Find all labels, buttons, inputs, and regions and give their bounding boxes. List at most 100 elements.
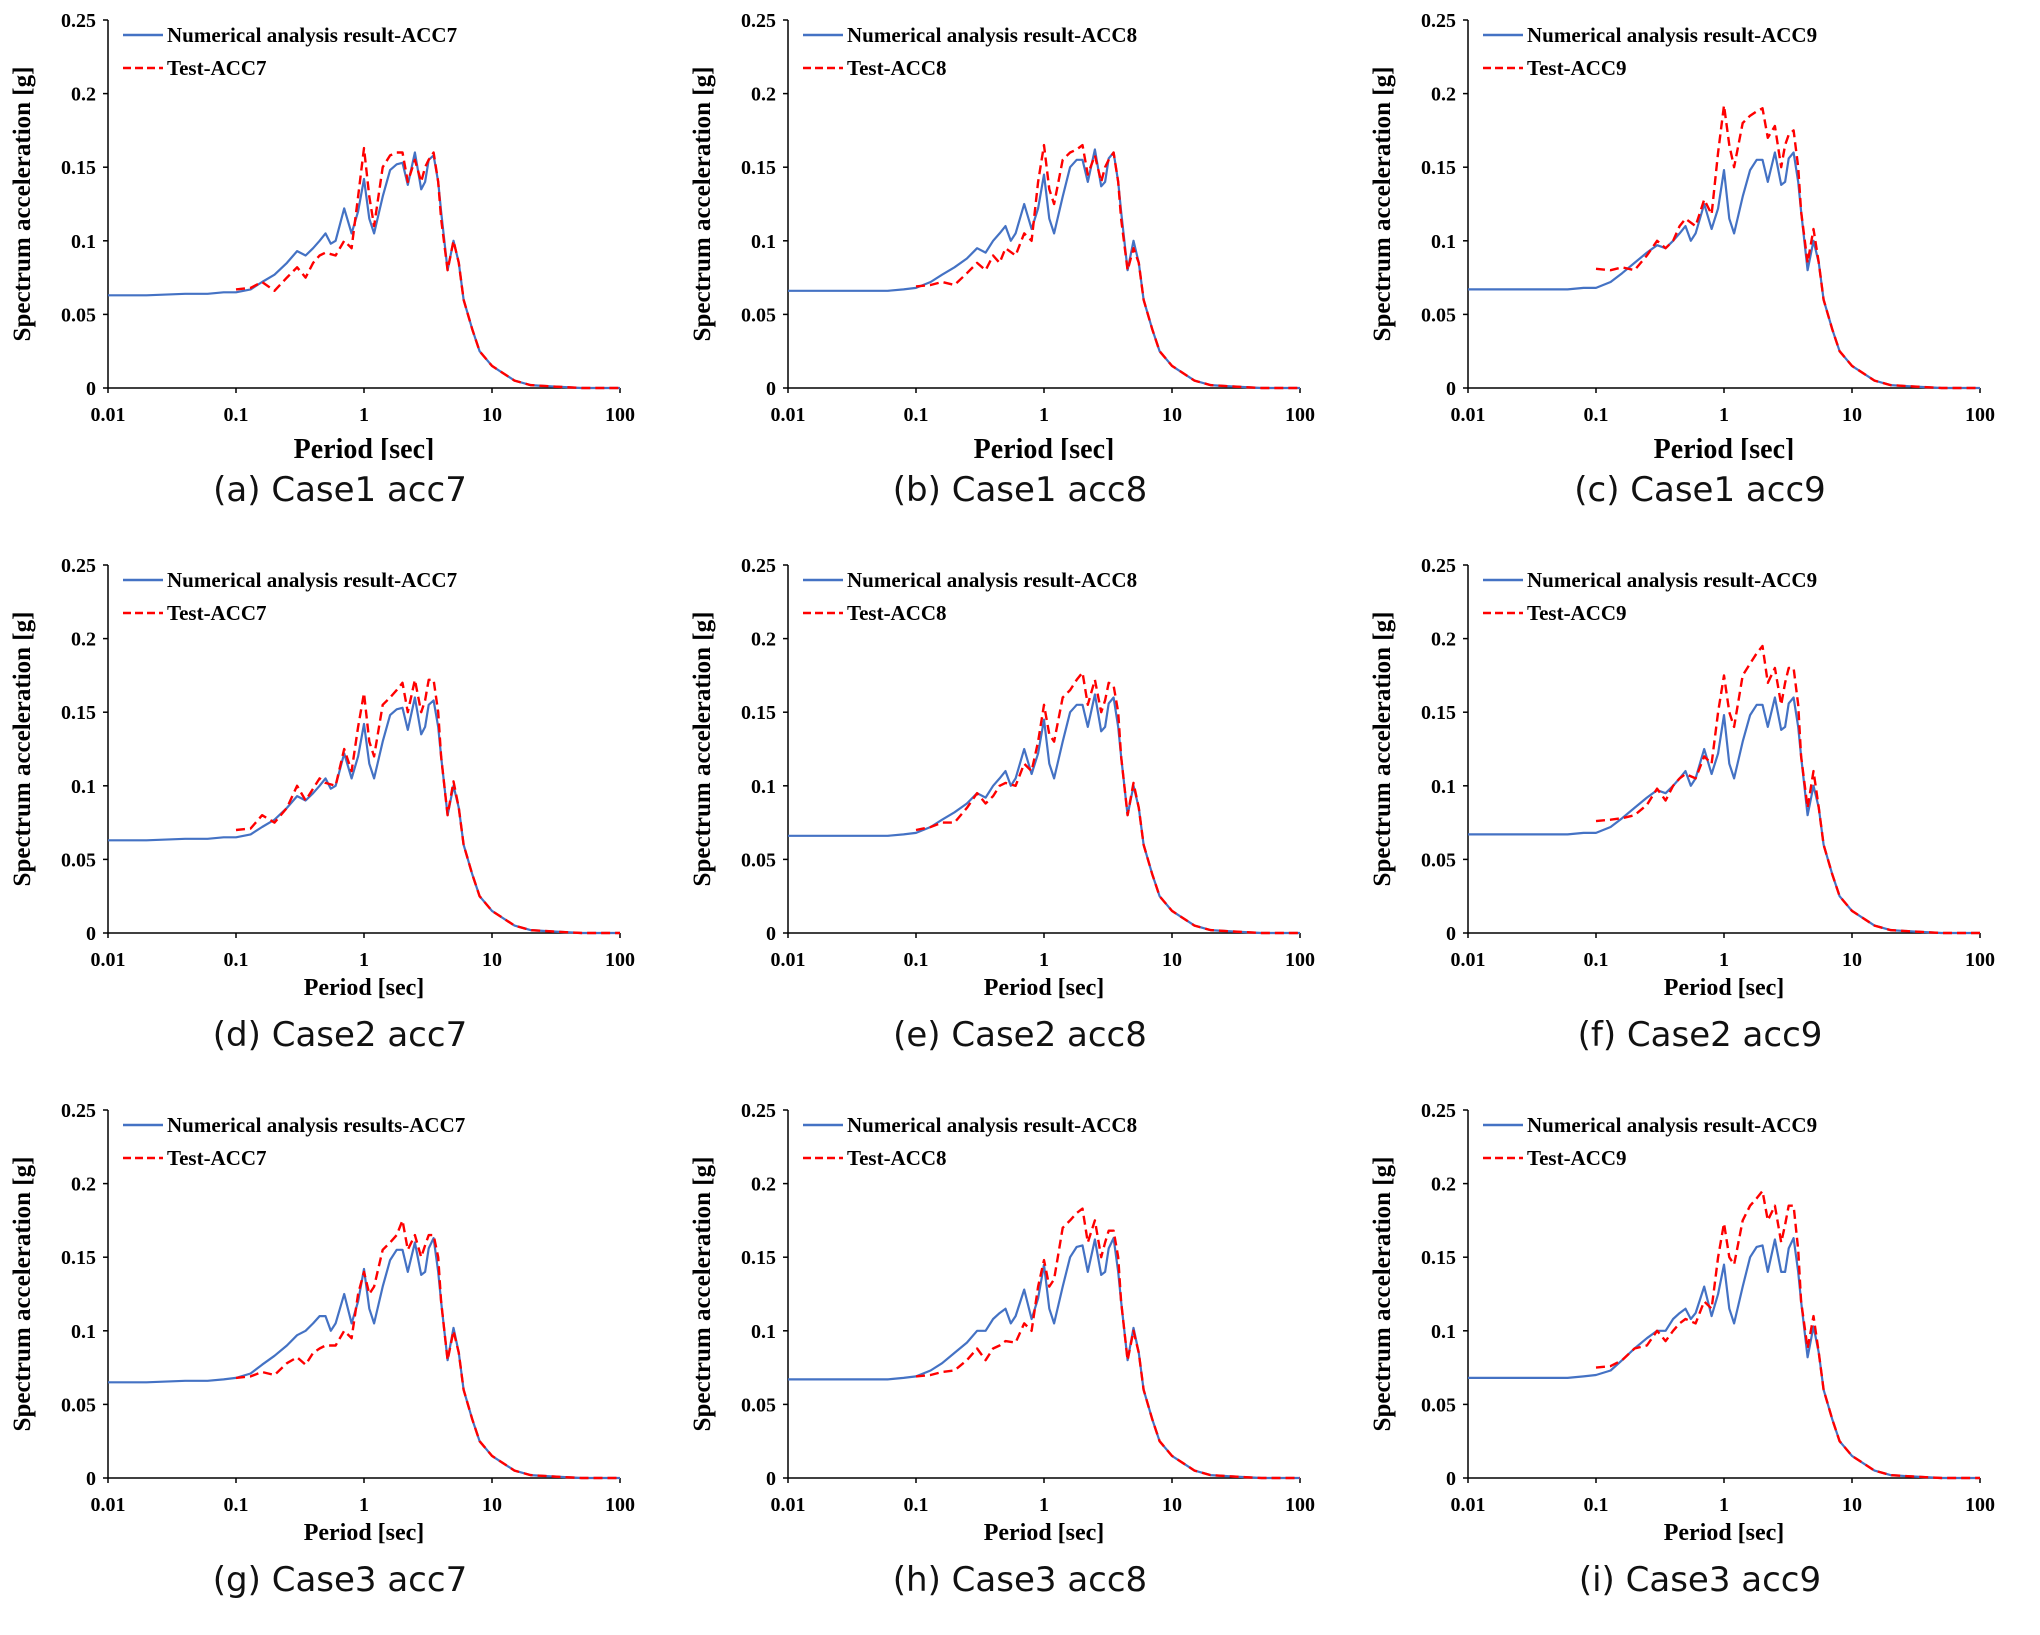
y-tick-label: 0.1 [1431, 776, 1456, 798]
y-tick-label: 0.05 [741, 1394, 776, 1416]
legend-entry: Test-ACC9 [1527, 601, 1627, 625]
series-line-numerical [1468, 1237, 1980, 1480]
x-axis-label: Period [sec] [294, 434, 435, 460]
y-axis-label: Spectrum acceleration [g] [689, 612, 716, 887]
y-tick-label: 0.1 [751, 1321, 776, 1343]
y-tick-label: 0.25 [741, 10, 776, 32]
x-tick-label: 0.01 [1451, 949, 1486, 971]
x-tick-label: 0.1 [904, 1494, 929, 1516]
x-tick-label: 0.1 [1584, 404, 1609, 426]
chart-caption: (c) Case1 acc9 [1574, 470, 1826, 510]
x-tick-label: 10 [482, 404, 502, 426]
chart-caption: (h) Case3 acc8 [892, 1560, 1148, 1600]
legend-entry: Numerical analysis result-ACC7 [167, 568, 457, 592]
y-tick-label: 0.2 [1431, 1174, 1456, 1196]
chart-caption: (e) Case2 acc8 [893, 1015, 1147, 1055]
y-tick-label: 0 [766, 923, 776, 945]
y-tick-label: 0.2 [71, 1174, 96, 1196]
y-tick-label: 0.15 [741, 702, 776, 724]
y-tick-label: 0.05 [1421, 304, 1456, 326]
x-tick-label: 100 [605, 949, 635, 971]
y-tick-label: 0.1 [71, 776, 96, 798]
x-tick-label: 100 [1285, 404, 1315, 426]
y-tick-label: 0.25 [1421, 1100, 1456, 1122]
x-tick-label: 1 [1719, 404, 1729, 426]
series-line-test [1595, 1189, 1980, 1480]
y-tick-label: 0.15 [61, 1247, 96, 1269]
y-axis-label: Spectrum acceleration [g] [689, 1157, 716, 1432]
x-axis-label: Period [sec] [304, 1520, 425, 1546]
y-tick-label: 0.2 [71, 629, 96, 651]
x-tick-label: 100 [1965, 404, 1995, 426]
chart-h: 0 0.05 0.1 0.15 0.2 0.25 0.01 0.1 1 10 100 Period [… [689, 1100, 1315, 1546]
x-tick-label: 0.01 [1451, 1494, 1486, 1516]
series-line-numerical [788, 1237, 1300, 1480]
legend-entry: Numerical analysis result-ACC8 [847, 568, 1137, 592]
series-line-numerical [1468, 151, 1980, 390]
legend-entry: Test-ACC7 [167, 56, 267, 80]
x-tick-label: 0.01 [91, 1494, 126, 1516]
x-tick-label: 0.1 [904, 949, 929, 971]
y-tick-label: 0.15 [1421, 157, 1456, 179]
chart-panel-a: 0 0.05 0.1 0.15 0.2 0.25 0.01 0.1 1 10 100 Period [… [0, 0, 680, 545]
x-tick-label: 100 [1285, 949, 1315, 971]
y-tick-label: 0 [1446, 378, 1456, 400]
y-tick-label: 0.1 [1431, 1321, 1456, 1343]
chart-d: 0 0.05 0.1 0.15 0.2 0.25 0.01 0.1 1 10 100 Period [… [9, 555, 635, 1001]
series-line-numerical [108, 151, 620, 390]
x-tick-label: 10 [1842, 1494, 1862, 1516]
y-tick-label: 0.2 [1431, 84, 1456, 106]
x-tick-label: 10 [1842, 949, 1862, 971]
y-axis-label: Spectrum acceleration [g] [1369, 1157, 1396, 1432]
y-tick-label: 0.05 [1421, 1394, 1456, 1416]
chart-caption: (i) Case3 acc9 [1578, 1560, 1822, 1600]
x-tick-label: 100 [1285, 1494, 1315, 1516]
y-tick-label: 0.25 [741, 1100, 776, 1122]
chart-caption: (a) Case1 acc7 [213, 470, 467, 510]
y-tick-label: 0.15 [1421, 702, 1456, 724]
x-tick-label: 100 [605, 1494, 635, 1516]
chart-e: 0 0.05 0.1 0.15 0.2 0.25 0.01 0.1 1 10 100 Period [… [689, 555, 1315, 1001]
legend-entry: Test-ACC7 [167, 601, 267, 625]
chart-caption: (f) Case2 acc9 [1577, 1015, 1823, 1055]
x-tick-label: 1 [1039, 404, 1049, 426]
x-tick-label: 10 [482, 949, 502, 971]
x-axis-label: Period [sec] [974, 434, 1115, 460]
legend-entry: Numerical analysis result-ACC8 [847, 1113, 1137, 1137]
chart-caption: (d) Case2 acc7 [212, 1015, 468, 1055]
x-tick-label: 100 [1965, 1494, 1995, 1516]
y-axis-label: Spectrum acceleration [g] [9, 67, 36, 342]
y-axis-label: Spectrum acceleration [g] [689, 67, 716, 342]
y-tick-label: 0.2 [71, 84, 96, 106]
y-tick-label: 0.25 [741, 555, 776, 577]
chart-panel-c: 0 0.05 0.1 0.15 0.2 0.25 0.01 0.1 1 10 100 Period [… [1360, 0, 2040, 545]
x-tick-label: 10 [1162, 949, 1182, 971]
chart-panel-f: 0 0.05 0.1 0.15 0.2 0.25 0.01 0.1 1 10 100 Period [… [1360, 545, 2040, 1090]
series-line-test [1595, 104, 1980, 390]
chart-i: 0 0.05 0.1 0.15 0.2 0.25 0.01 0.1 1 10 100 Period [… [1369, 1100, 1995, 1546]
y-tick-label: 0.05 [61, 1394, 96, 1416]
y-axis-label: Spectrum acceleration [g] [1369, 612, 1396, 887]
x-tick-label: 0.1 [904, 404, 929, 426]
y-tick-label: 0.05 [61, 304, 96, 326]
x-tick-label: 1 [359, 404, 369, 426]
chart-caption: (b) Case1 acc8 [892, 470, 1148, 510]
y-tick-label: 0.1 [751, 231, 776, 253]
x-tick-label: 0.1 [224, 949, 249, 971]
legend-entry: Test-ACC8 [847, 1146, 947, 1170]
series-line-test [235, 678, 620, 935]
legend-entry: Numerical analysis result-ACC8 [847, 23, 1137, 47]
x-axis-label: Period [sec] [1664, 1520, 1785, 1546]
legend-entry: Test-ACC8 [847, 56, 947, 80]
x-tick-label: 0.01 [771, 949, 806, 971]
y-tick-label: 0.2 [751, 629, 776, 651]
chart-panel-i: 0 0.05 0.1 0.15 0.2 0.25 0.01 0.1 1 10 100 Period [… [1360, 1090, 2040, 1635]
y-tick-label: 0.15 [61, 702, 96, 724]
y-tick-label: 0.05 [61, 849, 96, 871]
y-tick-label: 0.2 [751, 1174, 776, 1196]
chart-caption: (g) Case3 acc7 [212, 1560, 468, 1600]
y-tick-label: 0.05 [741, 849, 776, 871]
legend-entry: Test-ACC8 [847, 601, 947, 625]
x-tick-label: 1 [1039, 949, 1049, 971]
